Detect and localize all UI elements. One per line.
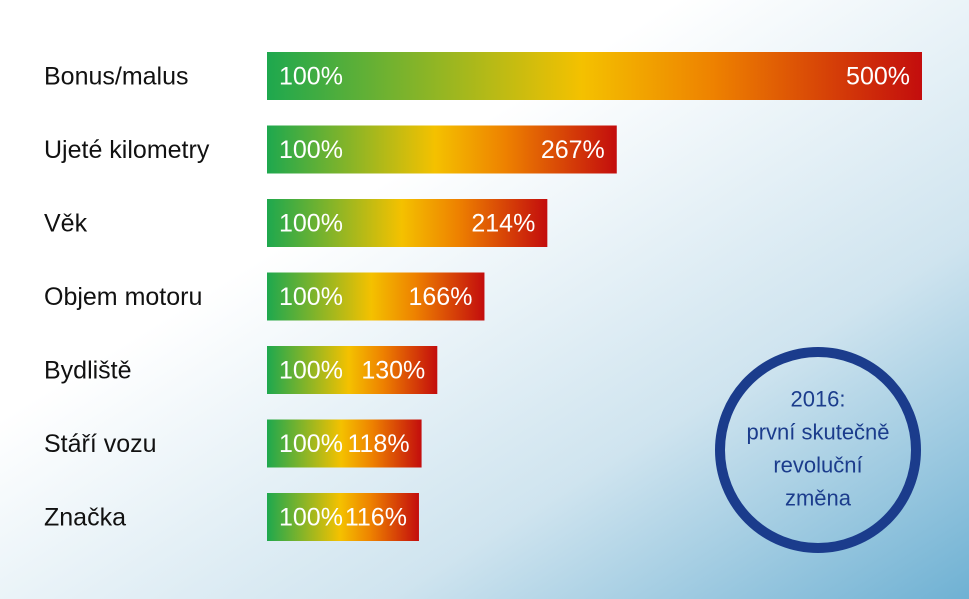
bar <box>267 52 922 100</box>
category-label: Bonus/malus <box>44 63 189 91</box>
bar <box>267 419 422 468</box>
category-label: Ujeté kilometry <box>44 136 210 164</box>
base-label: 100% <box>279 504 343 532</box>
category-label: Objem motoru <box>44 283 202 311</box>
base-label: 100% <box>279 357 343 385</box>
category-label: Věk <box>44 210 88 238</box>
annotation-circle <box>715 347 921 553</box>
base-label: 100% <box>279 283 343 311</box>
base-label: 100% <box>279 136 343 164</box>
bar <box>267 199 548 247</box>
bar <box>267 346 438 394</box>
bar <box>267 125 617 174</box>
base-label: 100% <box>279 210 343 238</box>
category-label: Stáří vozu <box>44 430 157 458</box>
bar <box>267 272 485 321</box>
value-label: 166% <box>409 283 473 311</box>
annotation-text: revoluční <box>773 452 862 477</box>
value-label: 116% <box>345 504 407 532</box>
annotation-text: změna <box>785 485 852 510</box>
annotation-text: 2016: <box>790 386 845 411</box>
base-label: 100% <box>279 63 343 91</box>
value-label: 118% <box>347 430 409 458</box>
category-label: Značka <box>44 504 126 532</box>
value-label: 267% <box>541 136 605 164</box>
category-label: Bydliště <box>44 357 132 385</box>
value-label: 214% <box>471 210 535 238</box>
value-label: 500% <box>846 63 910 91</box>
value-label: 130% <box>361 357 425 385</box>
base-label: 100% <box>279 430 343 458</box>
annotation-text: první skutečně <box>746 419 889 444</box>
bar <box>267 493 419 541</box>
